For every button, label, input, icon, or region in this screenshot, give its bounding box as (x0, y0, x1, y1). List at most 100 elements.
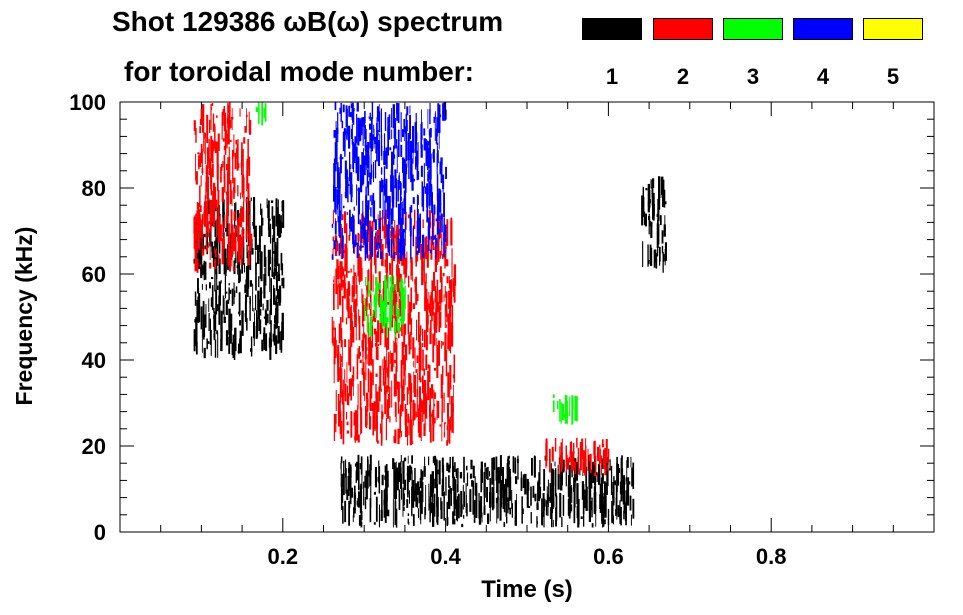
spectrum-region-mode-1-10 (641, 176, 667, 273)
spectral-streak (605, 482, 608, 495)
spectral-streak (344, 282, 346, 299)
spectral-streak (507, 497, 509, 514)
spectral-streak (444, 345, 447, 362)
spectral-streak (213, 312, 215, 318)
spectral-streak (424, 402, 426, 431)
spectral-streak (276, 302, 278, 322)
spectral-streak (357, 248, 359, 277)
spectral-streak (235, 140, 238, 145)
spectral-streak (350, 268, 352, 273)
spectral-streak (414, 375, 416, 397)
spectral-streak (381, 404, 383, 423)
spectral-streak (196, 248, 199, 263)
spectral-streak (206, 147, 209, 169)
spectral-streak (388, 196, 391, 216)
spectral-streak (434, 493, 436, 517)
spectral-streak (391, 151, 394, 176)
spectral-streak (341, 157, 344, 160)
spectral-streak (427, 370, 430, 401)
spectral-streak (342, 279, 345, 288)
spectral-streak (417, 508, 419, 518)
spectral-streak (236, 143, 239, 171)
spectral-streak (414, 468, 416, 495)
spectral-streak (483, 489, 485, 508)
spectral-streak (561, 517, 563, 528)
spectral-streak (237, 217, 240, 234)
spectral-streak (566, 454, 568, 459)
spectral-streak (444, 304, 446, 328)
spectral-streak (218, 254, 220, 264)
spectral-streak (374, 219, 377, 230)
spectral-streak (230, 240, 233, 250)
spectral-streak (349, 306, 351, 319)
spectral-streak (662, 253, 665, 262)
spectral-streak (378, 111, 381, 133)
spectral-streak (416, 250, 419, 255)
spectral-streak (527, 481, 530, 491)
spectral-streak (434, 403, 435, 407)
spectral-streak (200, 306, 203, 330)
spectral-streak (356, 156, 360, 181)
spectral-streak (354, 508, 356, 514)
spectral-streak (372, 134, 375, 141)
spectral-streak (396, 467, 399, 491)
spectral-streak (357, 233, 360, 242)
spectral-streak (530, 486, 532, 506)
spectral-streak (386, 230, 389, 244)
spectral-streak (380, 251, 383, 260)
spectral-streak (205, 165, 208, 175)
spectral-streak (207, 197, 210, 215)
spectral-streak (375, 242, 378, 251)
spectral-streak (385, 147, 388, 169)
spectral-streak (400, 112, 402, 142)
spectral-streak (399, 214, 401, 236)
spectral-streak (511, 503, 513, 518)
spectral-streak (337, 284, 339, 310)
spectral-streak (402, 385, 405, 392)
spectral-streak (580, 516, 583, 519)
spectral-streak (373, 216, 375, 222)
spectral-streak (434, 113, 436, 141)
spectral-streak (195, 171, 198, 185)
spectral-streak (393, 343, 395, 352)
spectral-streak (417, 217, 421, 230)
spectral-streak (346, 129, 348, 139)
spectral-streak (199, 205, 202, 213)
spectral-streak (607, 508, 610, 525)
spectral-streak (370, 255, 372, 259)
spectral-streak (619, 481, 622, 495)
spectral-streak (405, 165, 408, 175)
spectral-streak (384, 465, 387, 473)
spectral-streak (341, 339, 343, 367)
spectral-streak (434, 286, 436, 303)
spectral-streak (344, 500, 347, 523)
spectral-streak (422, 219, 424, 228)
spectral-streak (407, 426, 409, 446)
spectral-streak (600, 477, 603, 507)
spectral-streak (489, 492, 492, 508)
spectral-streak (573, 467, 575, 482)
spectral-streak (208, 170, 211, 176)
spectral-streak (336, 265, 339, 279)
spectral-streak (539, 460, 541, 485)
spectral-streak (376, 135, 378, 162)
spectral-streak (351, 487, 354, 498)
spectral-streak (461, 504, 463, 514)
spectral-streak (373, 401, 376, 430)
spectral-streak (443, 192, 445, 217)
spectral-streak (396, 291, 398, 298)
spectral-streak (624, 503, 627, 521)
spectral-streak (384, 300, 387, 324)
spectral-streak (206, 200, 209, 220)
spectral-streak (515, 476, 518, 485)
spectral-streak (379, 180, 381, 209)
spectral-streak (194, 319, 196, 323)
spectral-streak (218, 281, 221, 306)
spectral-streak (346, 362, 348, 383)
spectral-streak (617, 505, 620, 518)
spectral-streak (436, 279, 439, 291)
spectral-streak (273, 215, 276, 243)
spectral-streak (655, 253, 659, 257)
spectral-streak (443, 392, 445, 413)
spectral-streak (346, 289, 349, 310)
